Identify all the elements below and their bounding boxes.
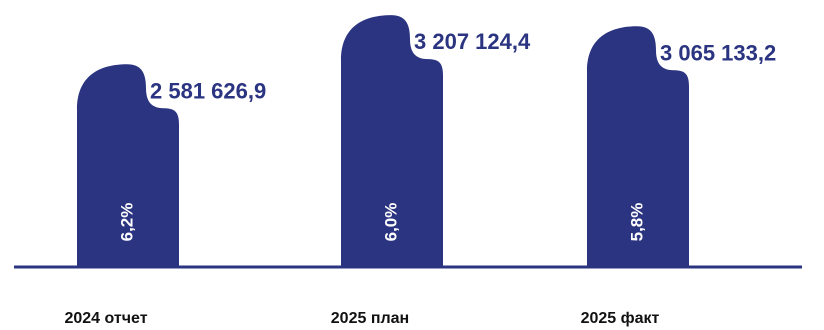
bar-2: [341, 15, 443, 267]
value-label-2: 3 207 124,4: [414, 29, 531, 54]
category-label-3: 2025 факт: [581, 310, 660, 327]
category-labels-group: 2024 отчет 2025 план 2025 факт: [64, 310, 659, 327]
percent-label-3: 5,8%: [627, 203, 646, 242]
percent-label-1: 6,2%: [117, 203, 136, 242]
value-label-3: 3 065 133,2: [660, 40, 776, 65]
percent-label-2: 6,0%: [381, 203, 400, 242]
category-label-2: 2025 план: [331, 310, 409, 327]
percent-labels-group: 6,2% 6,0% 5,8%: [117, 203, 646, 242]
bar-3: [587, 26, 689, 268]
bars-group: [77, 15, 689, 268]
value-labels-group: 2 581 626,9 3 207 124,4 3 065 133,2: [150, 29, 776, 103]
bar-1: [77, 64, 179, 267]
value-label-1: 2 581 626,9: [150, 78, 266, 103]
category-label-1: 2024 отчет: [64, 310, 147, 327]
